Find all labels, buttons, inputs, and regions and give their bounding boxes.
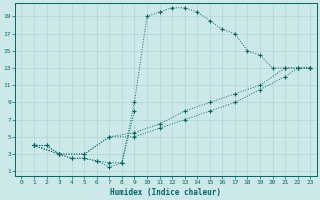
X-axis label: Humidex (Indice chaleur): Humidex (Indice chaleur) [110,188,221,197]
